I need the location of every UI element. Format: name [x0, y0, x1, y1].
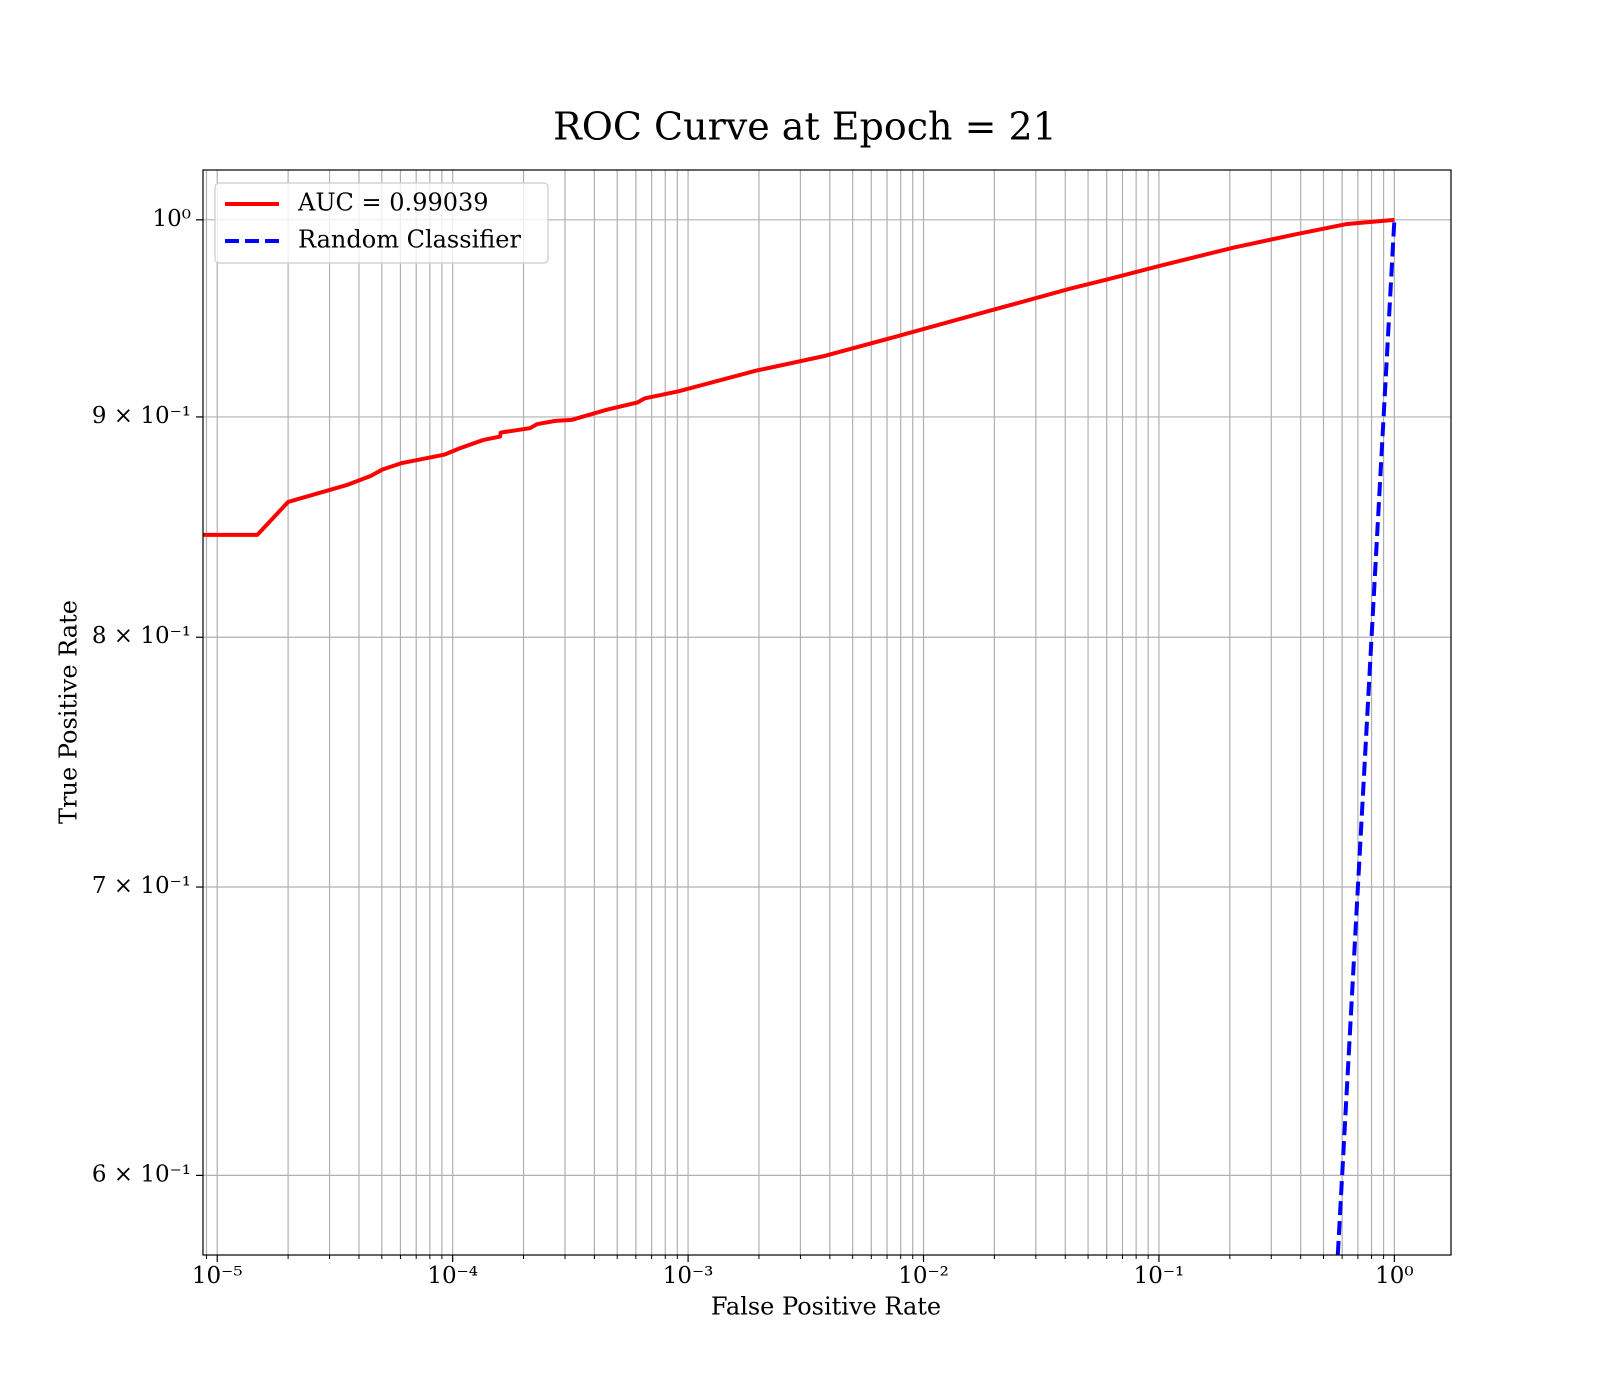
x-tick-label: 10⁻²: [898, 1263, 949, 1289]
y-tick-label: 7 × 10⁻¹: [92, 873, 191, 899]
x-tick-label: 10⁻⁴: [427, 1263, 478, 1289]
legend-label: Random Classifier: [298, 226, 521, 254]
legend-label: AUC = 0.99039: [297, 189, 489, 217]
grid: [196, 170, 1451, 1262]
series-line: [1335, 219, 1397, 1255]
y-tick-label: 8 × 10⁻¹: [92, 623, 191, 649]
y-tick-label: 9 × 10⁻¹: [92, 403, 191, 429]
plot-frame: [202, 169, 1452, 1256]
legend: AUC = 0.99039 Random Classifier: [214, 182, 549, 264]
plot-lines: [203, 217, 1397, 1255]
x-tick-label: 10⁻⁵: [192, 1263, 243, 1289]
legend-box: [214, 182, 549, 264]
y-tick-label: 10⁰: [153, 206, 192, 232]
x-tick-label: 10⁰: [1375, 1263, 1414, 1289]
y-tick-label: 6 × 10⁻¹: [92, 1161, 191, 1187]
x-tick-label: 10⁻¹: [1134, 1263, 1185, 1289]
chart-title: ROC Curve at Epoch = 21: [553, 105, 1057, 149]
y-axis-label: True Positive Rate: [55, 600, 83, 824]
series-line: [203, 217, 1395, 537]
x-axis-label: False Positive Rate: [711, 1293, 941, 1321]
x-tick-label: 10⁻³: [663, 1263, 714, 1289]
